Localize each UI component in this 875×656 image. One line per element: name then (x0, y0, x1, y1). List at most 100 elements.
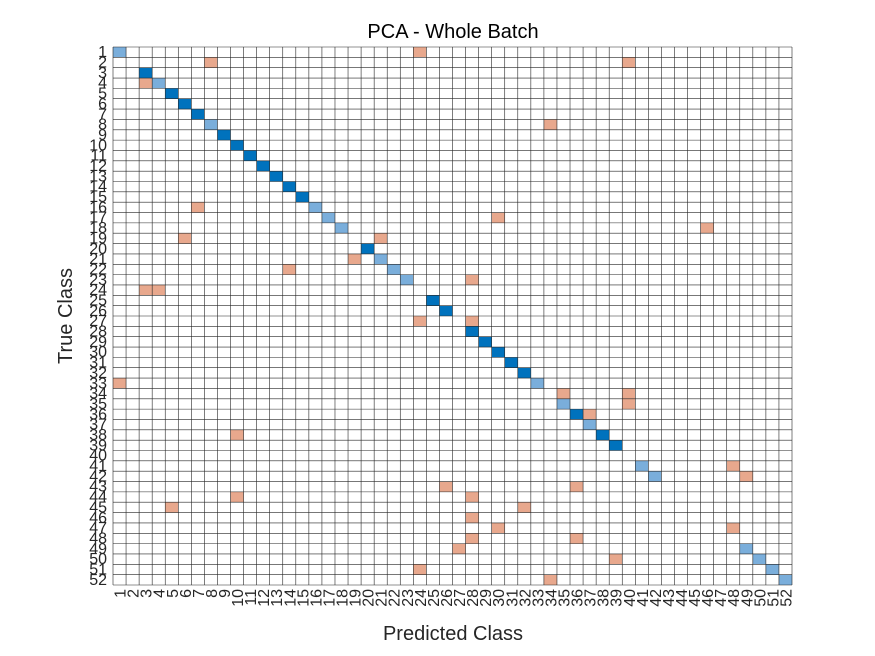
matrix-cell-error (700, 222, 714, 234)
y-tick-labels: 1234567891011121314151617181920212223242… (89, 44, 107, 589)
matrix-cell-correct (778, 574, 792, 585)
y-tick-label: 19 (89, 230, 107, 247)
matrix-cell-error (113, 378, 127, 389)
matrix-cell-error (282, 264, 296, 275)
y-tick-label: 50 (89, 551, 107, 568)
x-tick-label: 32 (517, 589, 534, 607)
matrix-cell-correct (217, 129, 231, 141)
x-tick-label: 17 (321, 589, 338, 607)
matrix-cell-error (191, 202, 205, 213)
matrix-cell-error (609, 553, 623, 565)
matrix-cell-correct (530, 378, 544, 389)
matrix-cell-error (543, 574, 557, 585)
matrix-cell-error (491, 522, 505, 534)
y-tick-label: 46 (89, 510, 107, 527)
y-tick-label: 33 (89, 375, 107, 392)
y-tick-label: 40 (89, 448, 107, 465)
x-tick-label: 40 (622, 589, 639, 607)
matrix-cell-correct (765, 564, 779, 575)
matrix-cell-correct (230, 140, 244, 151)
x-tick-label: 22 (387, 589, 404, 607)
matrix-cell-error (726, 522, 740, 534)
matrix-grid (112, 46, 793, 586)
matrix-cell-correct (321, 212, 335, 223)
matrix-cell-correct (165, 88, 179, 99)
x-tick-label: 4 (152, 589, 169, 598)
y-tick-label: 8 (98, 117, 107, 134)
y-tick-label: 28 (89, 324, 107, 341)
x-tick-label: 38 (596, 589, 613, 607)
matrix-cell-correct (374, 253, 388, 265)
matrix-cell-correct (556, 398, 571, 410)
y-tick-label: 9 (98, 127, 107, 144)
y-tick-label: 27 (89, 313, 107, 330)
matrix-cell-correct (178, 98, 192, 110)
x-tick-label: 25 (426, 589, 443, 607)
matrix-cell-error (374, 233, 388, 244)
y-tick-label: 52 (89, 572, 107, 589)
y-tick-label: 34 (89, 386, 107, 403)
matrix-cell-correct (596, 429, 610, 441)
x-tick-label: 45 (687, 589, 704, 607)
y-tick-label: 20 (89, 241, 107, 258)
matrix-cell-error (517, 502, 531, 513)
y-tick-label: 35 (89, 396, 107, 413)
x-tick-label: 33 (530, 589, 547, 607)
x-tick-label: 3 (139, 589, 156, 598)
matrix-cell-error (152, 284, 166, 296)
matrix-cell-correct (752, 553, 766, 565)
matrix-cell-correct (609, 440, 623, 451)
matrix-cell-correct (648, 471, 662, 482)
x-tick-label: 30 (491, 589, 508, 607)
x-axis-label: Predicted Class (383, 623, 523, 645)
matrix-cell-error (739, 471, 753, 482)
matrix-cell-error (452, 543, 466, 554)
matrix-cell-error (583, 409, 597, 420)
x-tick-labels: 1234567891011121314151617181920212223242… (113, 589, 796, 607)
matrix-cell-correct (204, 119, 218, 130)
matrix-cell-correct (491, 347, 505, 358)
x-tick-label: 8 (204, 589, 221, 598)
x-tick-label: 34 (543, 589, 560, 607)
x-tick-label: 18 (335, 589, 352, 607)
matrix-cell-correct (295, 191, 309, 203)
x-tick-label: 28 (465, 589, 482, 607)
matrix-cell-correct (269, 171, 283, 182)
x-tick-label: 1 (113, 589, 130, 598)
x-tick-label: 46 (700, 589, 717, 607)
x-tick-label: 15 (295, 589, 312, 607)
matrix-cell-error (570, 481, 584, 492)
matrix-cell-correct (191, 109, 205, 120)
y-tick-label: 38 (89, 427, 107, 444)
matrix-cell-correct (400, 274, 414, 285)
matrix-cell-correct (387, 264, 401, 275)
matrix-cell-error (622, 388, 636, 399)
x-tick-label: 27 (452, 589, 469, 607)
y-tick-label: 22 (89, 261, 107, 278)
y-tick-label: 13 (89, 168, 107, 185)
y-tick-label: 18 (89, 220, 107, 237)
x-tick-label: 42 (648, 589, 665, 607)
y-tick-label: 7 (98, 106, 107, 123)
y-tick-label: 3 (98, 65, 107, 82)
matrix-cell-correct (334, 222, 349, 234)
x-tick-label: 5 (165, 589, 182, 598)
x-tick-label: 14 (282, 589, 299, 607)
x-tick-label: 10 (230, 589, 247, 607)
x-tick-label: 47 (713, 589, 730, 607)
matrix-cell-error (139, 284, 153, 296)
matrix-cell-correct (152, 78, 166, 89)
y-tick-label: 16 (89, 199, 107, 216)
y-tick-label: 45 (89, 499, 107, 516)
matrix-cell-error (570, 533, 584, 544)
y-tick-label: 14 (89, 179, 107, 196)
matrix-cell-error (465, 533, 479, 544)
x-tick-label: 44 (674, 589, 691, 607)
x-tick-label: 19 (348, 589, 365, 607)
y-tick-label: 44 (89, 489, 107, 506)
y-tick-label: 1 (98, 44, 107, 61)
matrix-cell-error (465, 491, 479, 503)
x-tick-label: 11 (243, 589, 260, 606)
matrix-cell-correct (139, 67, 153, 79)
y-tick-label: 47 (89, 520, 107, 537)
